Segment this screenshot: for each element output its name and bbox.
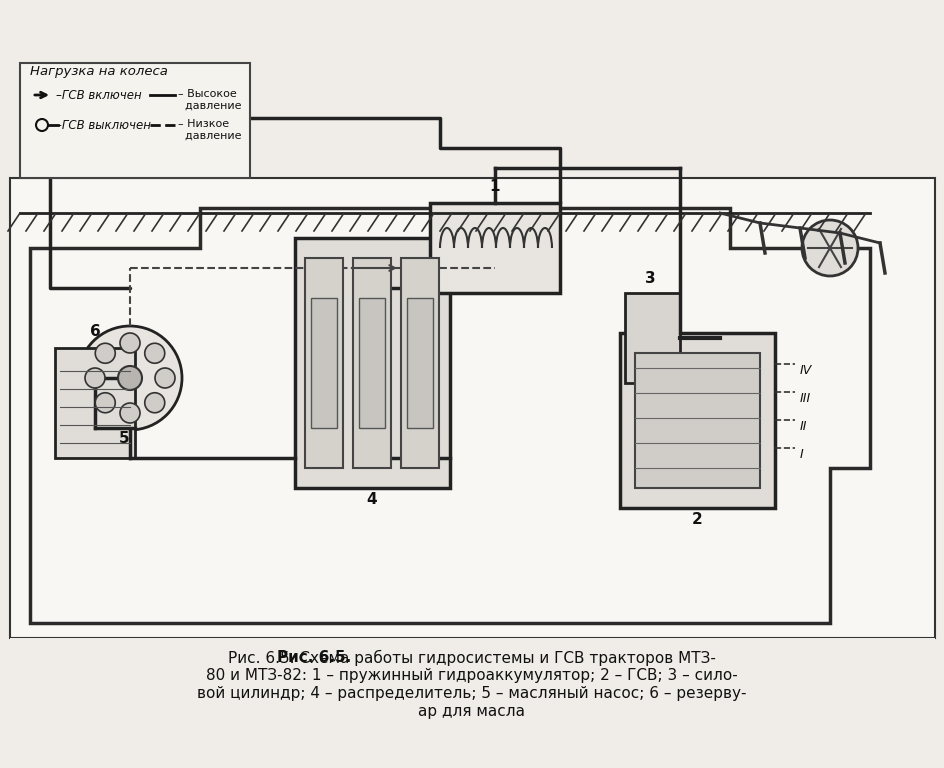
Text: –ГСВ выключен: –ГСВ выключен <box>56 119 151 132</box>
Bar <box>353 258 391 468</box>
Text: IV: IV <box>800 364 812 377</box>
Bar <box>20 63 250 178</box>
Circle shape <box>118 366 142 390</box>
Circle shape <box>78 326 182 430</box>
Text: I: I <box>800 448 803 461</box>
Bar <box>634 353 759 488</box>
Text: – Высокое
  давление: – Высокое давление <box>177 89 242 111</box>
Bar <box>55 348 135 458</box>
Circle shape <box>95 392 115 412</box>
Bar <box>311 298 337 428</box>
Text: вой цилиндр; 4 – распределитель; 5 – масляный насос; 6 – резерву-: вой цилиндр; 4 – распределитель; 5 – мас… <box>197 686 746 701</box>
Text: ар для масла: ар для масла <box>418 704 525 719</box>
Text: 80 и МТЗ-82: 1 – пружинный гидроаккумулятор; 2 – ГСВ; 3 – сило-: 80 и МТЗ-82: 1 – пружинный гидроаккумуля… <box>206 668 737 683</box>
Text: 6: 6 <box>90 324 100 339</box>
Text: II: II <box>800 420 806 433</box>
Bar <box>407 298 432 428</box>
Text: – Низкое
  давление: – Низкое давление <box>177 119 242 141</box>
Circle shape <box>120 333 140 353</box>
Text: III: III <box>800 392 810 405</box>
Bar <box>619 333 774 508</box>
Circle shape <box>120 403 140 423</box>
Circle shape <box>155 368 175 388</box>
Circle shape <box>801 220 857 276</box>
Text: 5: 5 <box>119 431 129 446</box>
Bar <box>624 293 680 383</box>
Bar <box>430 203 560 293</box>
Bar <box>400 258 439 468</box>
Text: 4: 4 <box>366 492 377 507</box>
Text: 1: 1 <box>489 179 499 194</box>
Bar <box>305 258 343 468</box>
Text: Рис. 6.5. Схема работы гидросистемы и ГСВ тракторов МТЗ-: Рис. 6.5. Схема работы гидросистемы и ГС… <box>228 650 716 666</box>
Text: 3: 3 <box>644 271 654 286</box>
Text: Нагрузка на колеса: Нагрузка на колеса <box>30 65 168 78</box>
Bar <box>10 638 934 768</box>
Polygon shape <box>30 208 869 623</box>
Circle shape <box>144 343 164 363</box>
Text: Рис. 6.5.: Рис. 6.5. <box>277 650 351 665</box>
Circle shape <box>95 343 115 363</box>
Bar <box>10 178 934 638</box>
Circle shape <box>85 368 105 388</box>
Text: –ГСВ включен: –ГСВ включен <box>56 89 142 102</box>
Bar <box>359 298 384 428</box>
Text: 2: 2 <box>691 512 701 527</box>
Circle shape <box>144 392 164 412</box>
Bar <box>295 238 449 488</box>
